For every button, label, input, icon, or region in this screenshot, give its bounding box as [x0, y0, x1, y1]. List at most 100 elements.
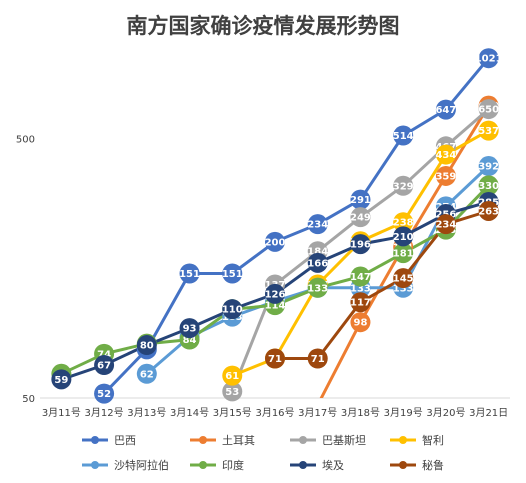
data-label: 71 [311, 354, 325, 365]
x-tick-label: 3月18号 [341, 407, 380, 419]
data-label: 329 [393, 181, 414, 192]
legend-item: 埃及 [290, 458, 344, 472]
data-point [350, 207, 371, 228]
data-point [350, 266, 371, 287]
legend-item: 智利 [390, 433, 444, 447]
data-point [307, 252, 328, 273]
data-label: 359 [435, 171, 456, 182]
x-tick-label: 3月11号 [42, 407, 81, 419]
data-point [94, 383, 115, 404]
data-point [350, 312, 371, 333]
data-point [393, 243, 414, 264]
data-point [94, 355, 115, 376]
data-point [51, 369, 72, 390]
data-point [179, 263, 200, 284]
data-point [222, 365, 243, 386]
data-point [350, 234, 371, 255]
data-point [265, 348, 285, 369]
legend-marker [91, 461, 99, 469]
legend-item: 沙特阿拉伯 [82, 458, 169, 472]
x-tick-label: 3月17号 [298, 407, 337, 419]
y-tick-label: 50 [22, 394, 35, 405]
data-label: 238 [393, 218, 414, 229]
data-point [265, 231, 285, 252]
data-label: 514 [393, 131, 414, 142]
data-point [136, 335, 157, 356]
data-label: 234 [307, 220, 328, 231]
y-tick-label: 500 [16, 135, 35, 146]
data-point [393, 125, 414, 146]
legend-marker [199, 461, 207, 469]
legend-label: 沙特阿拉伯 [114, 458, 169, 472]
data-label: 210 [393, 232, 414, 243]
data-label: 181 [393, 249, 414, 260]
data-label: 80 [140, 341, 154, 352]
data-label: 392 [478, 162, 499, 173]
data-label: 133 [307, 283, 328, 294]
data-point [478, 48, 499, 69]
data-point [478, 200, 499, 221]
legend-marker [299, 436, 307, 444]
legend-item: 巴基斯坦 [290, 433, 366, 447]
data-point [307, 214, 328, 235]
data-point [136, 363, 157, 384]
legend-item: 印度 [190, 458, 244, 472]
data-label: 330 [478, 181, 499, 192]
data-point [222, 381, 243, 402]
axes: 50 500 3月11号 3月12号 3月13号 3月14号 3月15号 3月16号 3月17号… [16, 135, 510, 419]
x-tick-label: 3月13号 [127, 407, 166, 419]
data-point [478, 175, 499, 196]
data-label: 59 [54, 375, 68, 386]
chart-title: 南方国家确诊疫情发展形势图 [127, 14, 400, 38]
data-point [350, 292, 371, 313]
data-label: 249 [350, 213, 371, 224]
data-label: 647 [435, 105, 456, 116]
data-point [393, 212, 414, 233]
legend-marker [299, 461, 307, 469]
data-point [265, 283, 285, 304]
x-tick-label: 3月15号 [213, 407, 252, 419]
data-label: 1021 [475, 54, 503, 65]
data-label: 133 [350, 283, 371, 294]
data-label: 200 [265, 237, 286, 248]
legend-label: 埃及 [322, 458, 344, 472]
data-point [478, 99, 499, 120]
legend-label: 巴基斯坦 [322, 433, 366, 447]
x-tick-label: 3月14号 [170, 407, 209, 419]
data-point [350, 189, 371, 210]
data-label: 263 [478, 206, 499, 217]
legend-item: 土耳其 [190, 434, 255, 447]
data-label: 53 [225, 387, 239, 398]
legend-item: 巴西 [82, 434, 136, 447]
data-label: 166 [307, 258, 328, 269]
x-tick-label: 3月16号 [255, 407, 294, 419]
data-point [307, 348, 328, 369]
x-tick-label: 3月20号 [426, 407, 465, 419]
data-label: 114 [265, 301, 286, 312]
data-label: 84 [183, 335, 197, 346]
data-label: 74 [97, 349, 111, 360]
series-line [103, 57, 490, 395]
data-point [307, 277, 328, 298]
data-labels: 5277151151200234291514647102198191359670… [51, 48, 503, 404]
x-tick-label: 3月19号 [384, 407, 423, 419]
data-label: 62 [140, 369, 154, 380]
legend-label: 巴西 [114, 434, 136, 447]
data-point [393, 268, 414, 289]
data-label: 434 [435, 150, 456, 161]
data-point [179, 318, 200, 339]
data-label: 151 [222, 269, 243, 280]
data-label: 126 [265, 289, 286, 300]
data-label: 133 [393, 283, 414, 294]
legend-label: 秘鲁 [422, 458, 444, 472]
data-label: 147 [350, 272, 371, 283]
data-label: 110 [222, 305, 243, 316]
data-label: 291 [350, 195, 371, 206]
data-label: 98 [353, 318, 367, 329]
data-label: 71 [268, 354, 282, 365]
data-point [478, 156, 499, 177]
data-label: 67 [97, 361, 111, 372]
